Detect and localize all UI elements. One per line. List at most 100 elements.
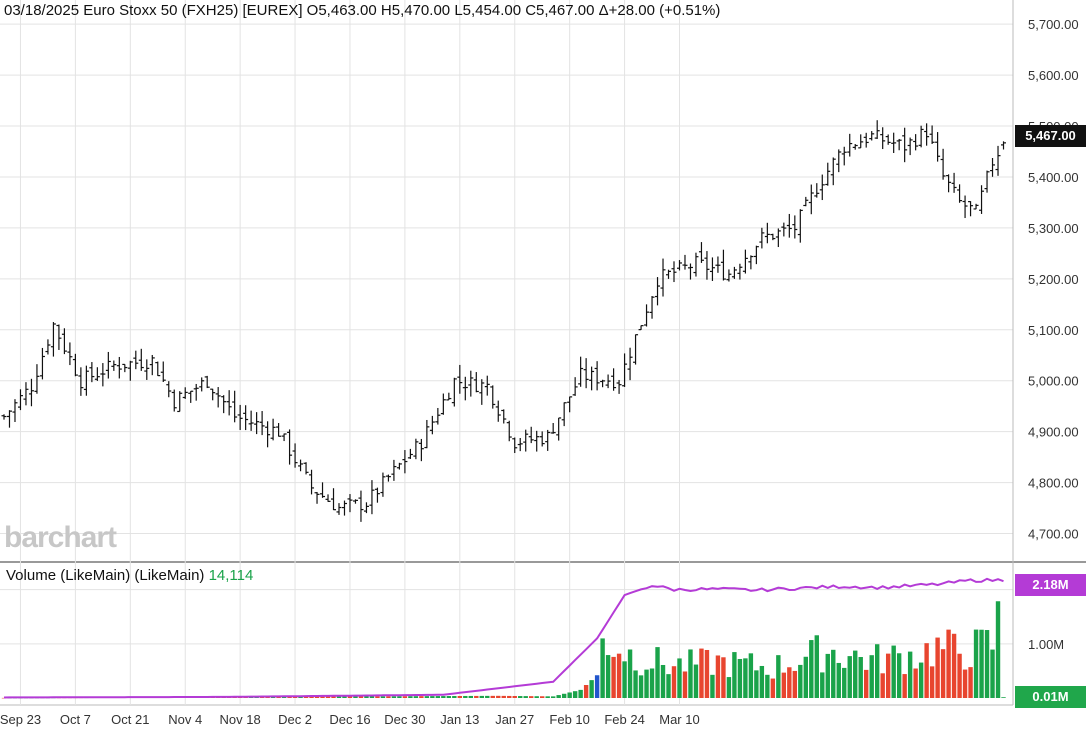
volume-bar bbox=[468, 695, 474, 698]
price-tick-label: 5,600.00 bbox=[1028, 68, 1079, 83]
barchart-watermark: barchart bbox=[4, 521, 117, 554]
price-series bbox=[1, 120, 1007, 522]
volume-bar bbox=[649, 668, 655, 698]
volume-bar bbox=[962, 669, 968, 698]
volume-bar bbox=[622, 661, 627, 698]
volume-bar bbox=[578, 689, 583, 698]
volume-bar bbox=[809, 640, 814, 698]
volume-bar bbox=[842, 667, 847, 698]
volume-bar bbox=[320, 696, 325, 698]
volume-tick-label: 1.00M bbox=[1028, 637, 1064, 652]
price-tick-label: 5,000.00 bbox=[1028, 374, 1079, 389]
volume-bar bbox=[474, 695, 479, 698]
volume-bar bbox=[869, 655, 874, 698]
volume-bar bbox=[781, 672, 787, 698]
volume-bar bbox=[529, 696, 534, 698]
volume-bar bbox=[1001, 697, 1006, 698]
price-tick-label: 5,400.00 bbox=[1028, 170, 1079, 185]
volume-bar bbox=[523, 696, 528, 698]
header-close: C5,467.00 bbox=[525, 2, 595, 19]
volume-bar bbox=[589, 680, 594, 698]
volume-bar bbox=[776, 655, 781, 698]
volume-bar bbox=[748, 653, 754, 698]
volume-bar bbox=[918, 662, 924, 698]
volume-bar bbox=[303, 696, 309, 698]
volume-bar bbox=[572, 691, 578, 698]
volume-bar bbox=[995, 601, 1001, 698]
volume-bar bbox=[798, 664, 803, 698]
volume-bar bbox=[858, 657, 863, 698]
volume-bar bbox=[496, 695, 501, 698]
volume-bar bbox=[682, 671, 688, 698]
volume-bar bbox=[885, 653, 891, 698]
header-low: L5,454.00 bbox=[454, 2, 522, 19]
volume-bar bbox=[375, 696, 380, 698]
date-tick-label: Nov 4 bbox=[168, 712, 202, 727]
volume-bar bbox=[825, 653, 830, 698]
volume-bar bbox=[907, 651, 913, 698]
date-tick-label: Jan 13 bbox=[440, 712, 479, 727]
volume-bar bbox=[490, 695, 495, 698]
volume-bar bbox=[891, 645, 896, 698]
volume-bar bbox=[666, 674, 671, 698]
header-instrument: Euro Stoxx 50 (FXH25) [EUREX] bbox=[83, 2, 303, 19]
date-tick-label: Feb 24 bbox=[604, 712, 644, 727]
header-change: Δ+28.00 (+0.51%) bbox=[598, 2, 721, 19]
volume-bar bbox=[347, 696, 353, 698]
volume-bar bbox=[1, 697, 7, 699]
volume-bar bbox=[358, 696, 364, 698]
volume-bar bbox=[534, 696, 539, 698]
volume-bar bbox=[935, 637, 940, 698]
volume-bar bbox=[814, 635, 819, 698]
date-tick-label: Oct 21 bbox=[111, 712, 149, 727]
header-open: O5,463.00 bbox=[306, 2, 377, 19]
volume-bar bbox=[485, 695, 490, 698]
volume-bar bbox=[380, 696, 386, 698]
volume-bar bbox=[929, 666, 935, 698]
volume-bar bbox=[336, 696, 342, 698]
volume-bar bbox=[710, 674, 715, 698]
volume-bar bbox=[402, 696, 408, 698]
volume-bar bbox=[984, 630, 990, 698]
grid-lines bbox=[0, 0, 1086, 706]
volume-bar bbox=[446, 696, 452, 698]
volume-bar bbox=[463, 695, 468, 698]
volume-bar bbox=[309, 696, 314, 698]
volume-bar bbox=[314, 696, 320, 698]
volume-bar bbox=[765, 674, 770, 698]
volume-bar bbox=[281, 696, 287, 698]
volume-bar bbox=[787, 667, 792, 698]
price-tick-label: 4,900.00 bbox=[1028, 425, 1079, 440]
volume-bar bbox=[364, 696, 369, 698]
volume-bar bbox=[611, 656, 616, 698]
price-tick-label: 5,200.00 bbox=[1028, 272, 1079, 287]
volume-bar bbox=[990, 649, 995, 698]
volume-bar bbox=[408, 696, 413, 698]
volume-bar bbox=[754, 670, 759, 698]
header-date: 03/18/2025 bbox=[4, 2, 80, 19]
volume-bar bbox=[864, 669, 869, 698]
price-tick-label: 5,700.00 bbox=[1028, 17, 1079, 32]
volume-bar bbox=[419, 696, 424, 698]
volume-series bbox=[1, 601, 1006, 699]
volume-bar bbox=[353, 696, 358, 698]
date-tick-label: Sep 23 bbox=[0, 712, 41, 727]
volume-bar bbox=[292, 696, 298, 698]
volume-bar bbox=[287, 696, 292, 698]
volume-last-badge: 0.01M bbox=[1015, 686, 1086, 708]
volume-bar bbox=[688, 649, 693, 698]
volume-bar bbox=[759, 665, 765, 698]
volume-bar bbox=[627, 649, 633, 698]
volume-bar bbox=[583, 685, 589, 698]
volume-bar bbox=[655, 647, 660, 698]
volume-bar bbox=[441, 696, 446, 698]
volume-bar bbox=[677, 658, 682, 698]
volume-bar bbox=[397, 696, 402, 698]
volume-bar bbox=[539, 696, 545, 698]
volume-panel-label: Volume (LikeMain) (LikeMain) 14,114 bbox=[6, 567, 253, 584]
volume-bar bbox=[924, 643, 929, 698]
volume-bar bbox=[831, 649, 836, 698]
volume-bar bbox=[644, 669, 649, 698]
volume-bar bbox=[874, 644, 880, 698]
